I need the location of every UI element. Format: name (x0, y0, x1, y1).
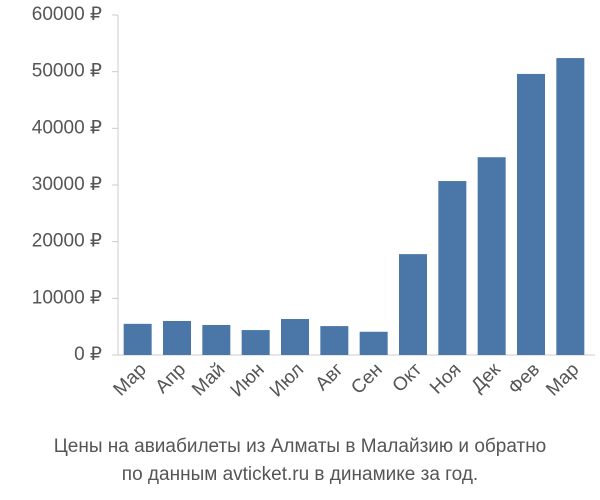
bar (517, 73, 545, 355)
x-tick-label: Сен (347, 359, 386, 398)
y-tick-label: 40000 ₽ (32, 117, 102, 138)
x-tick-label: Май (188, 359, 229, 400)
bar (359, 331, 388, 355)
y-tick-label: 10000 ₽ (32, 287, 102, 308)
bar (399, 254, 427, 355)
x-tick-label: Дек (467, 359, 505, 397)
x-tick-label: Мар (110, 359, 151, 400)
y-tick-label: 30000 ₽ (32, 174, 102, 195)
y-tick-label: 20000 ₽ (32, 231, 102, 252)
bar (241, 330, 270, 355)
x-tick-label: Фев (504, 359, 544, 399)
bar (281, 319, 309, 355)
y-tick-label: 50000 ₽ (32, 61, 102, 82)
y-tick-label: 0 ₽ (74, 344, 102, 365)
bar (556, 58, 585, 356)
x-tick-label: Ноя (426, 359, 465, 398)
x-tick-label: Авг (312, 359, 348, 395)
bar (163, 321, 191, 355)
x-tick-label: Мар (542, 359, 583, 400)
bar (123, 323, 152, 355)
y-tick-label: 60000 ₽ (32, 4, 102, 25)
x-tick-label: Апр (152, 359, 191, 398)
chart-title: по данным avticket.ru в динамике за год. (122, 464, 478, 485)
x-tick-label: Июл (266, 359, 308, 401)
bar (320, 326, 349, 355)
x-tick-label: Окт (389, 359, 427, 397)
bar (477, 157, 506, 355)
x-tick-label: Июн (227, 359, 269, 401)
bar (202, 324, 231, 355)
chart-title: Цены на авиабилеты из Алматы в Малайзию … (54, 436, 547, 457)
bar (438, 181, 467, 355)
